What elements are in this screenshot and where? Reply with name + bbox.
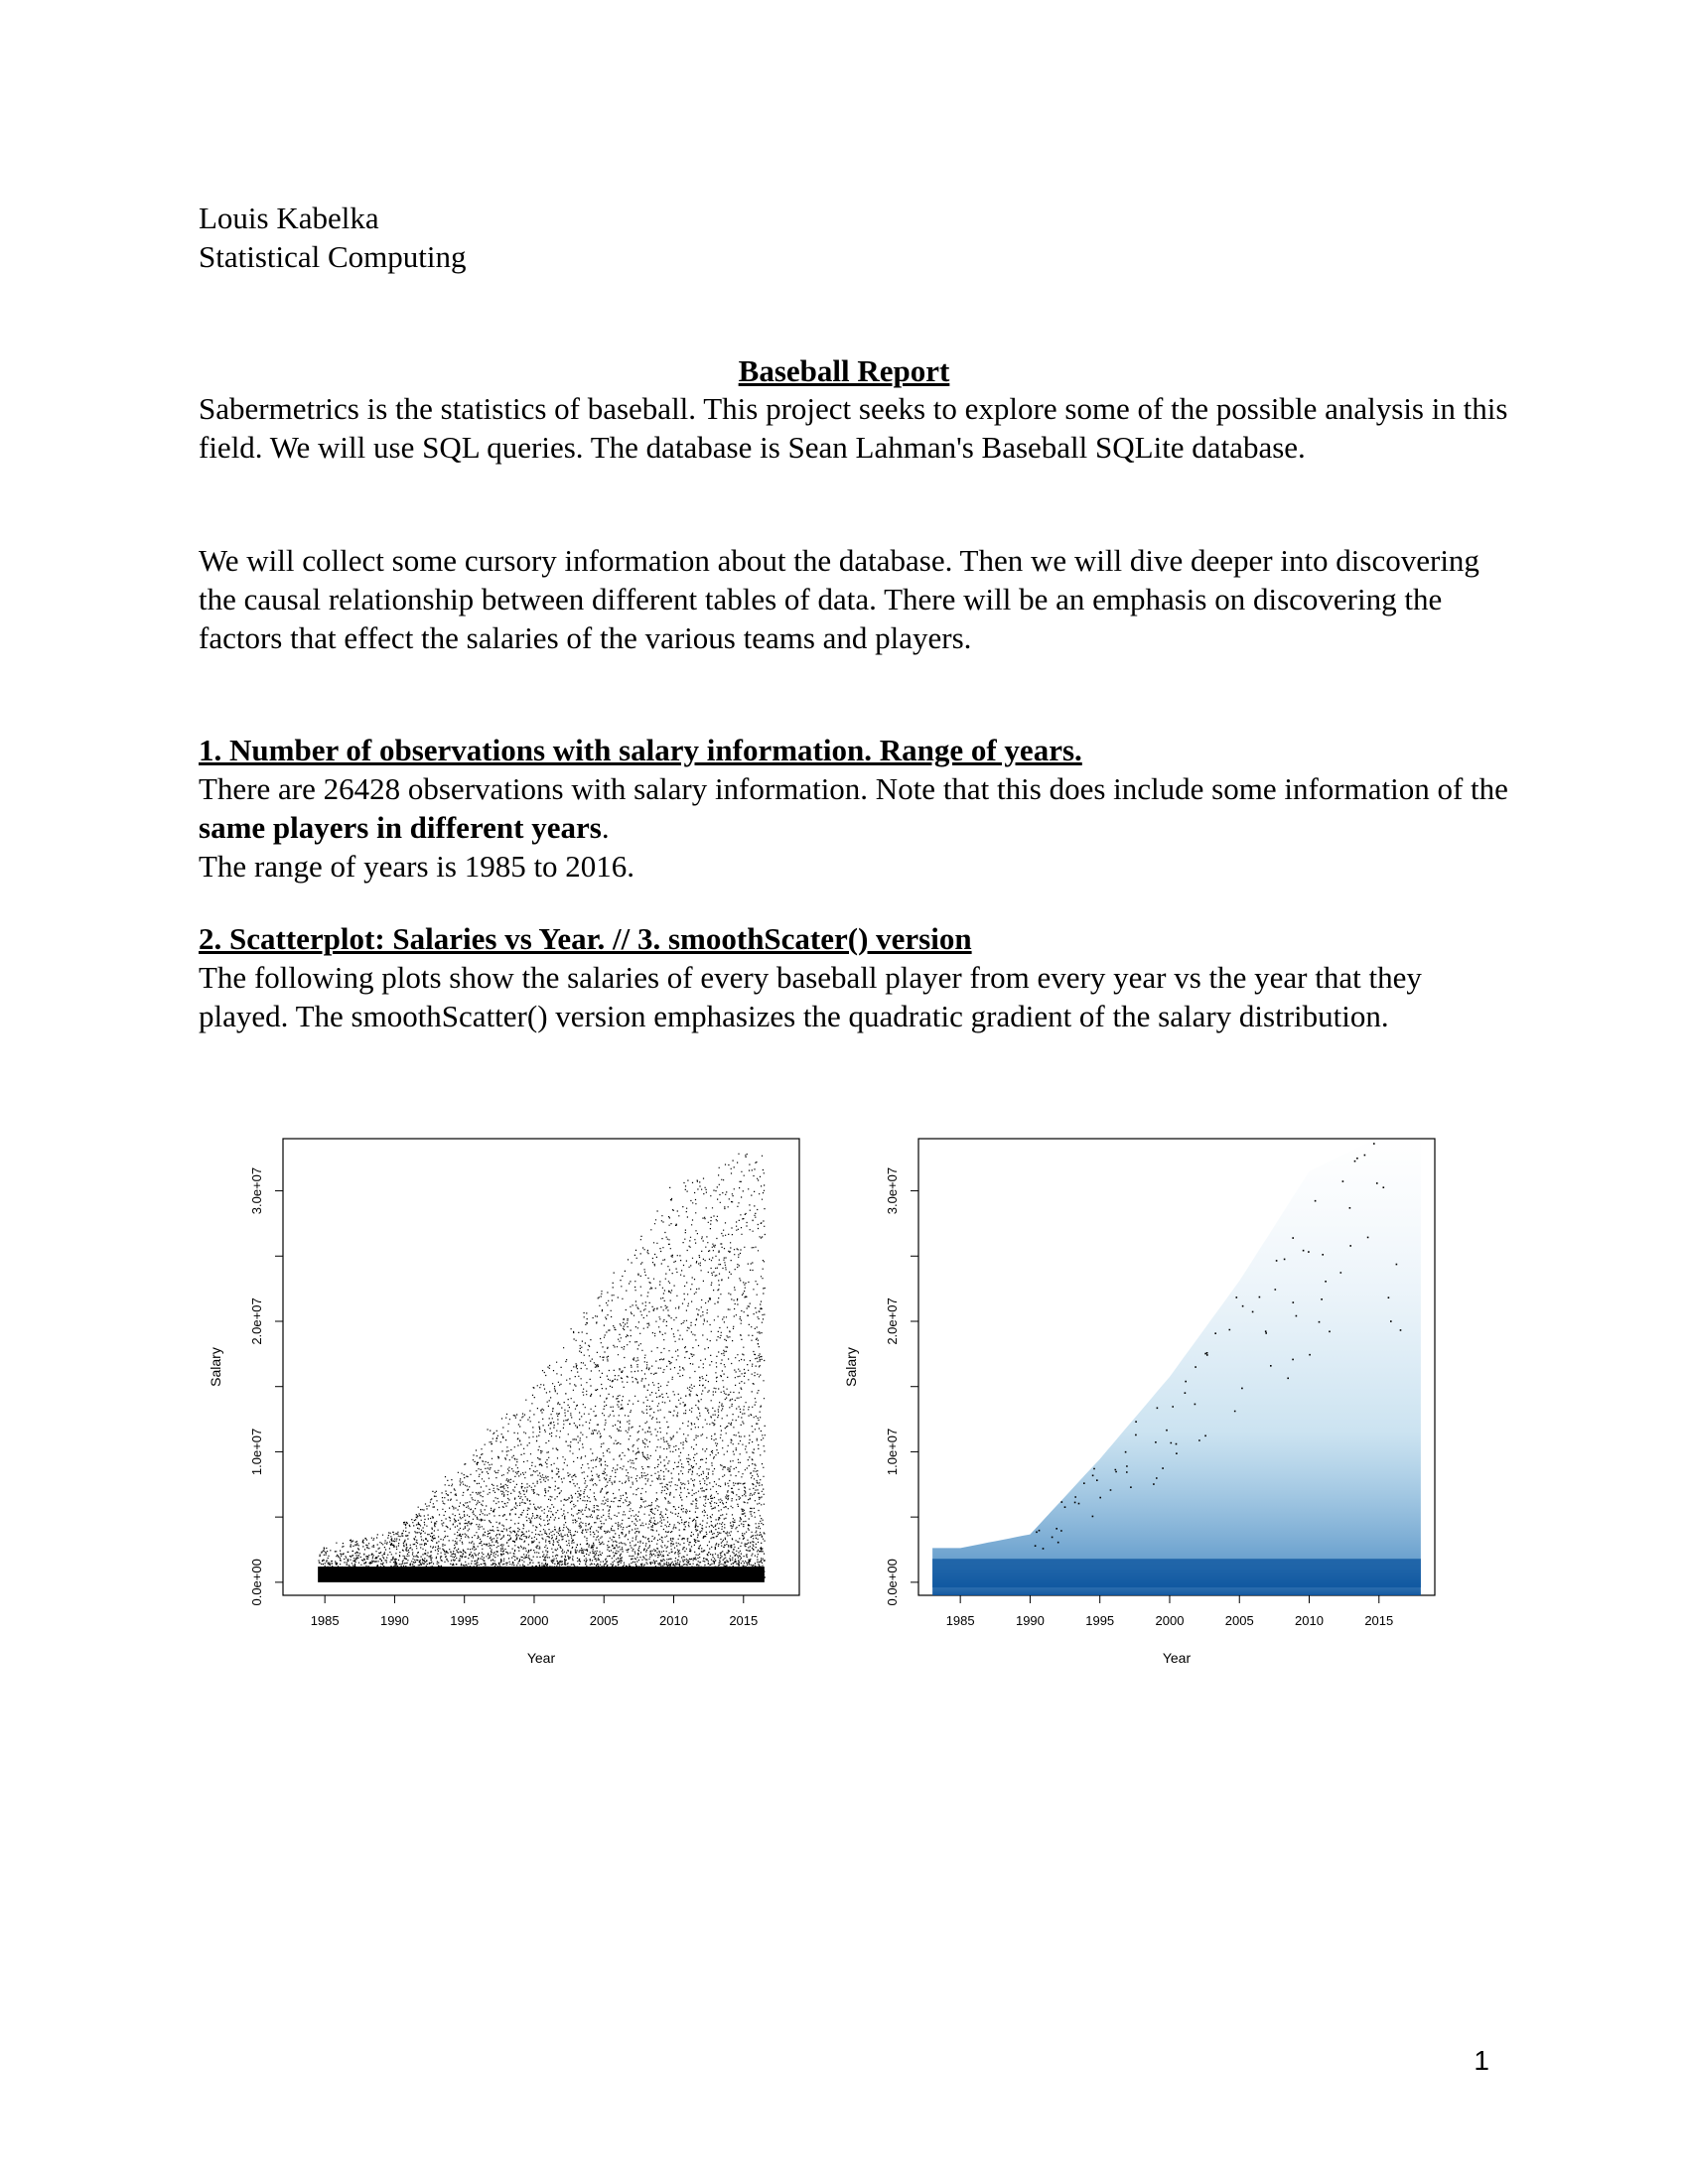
page-number: 1 — [1474, 2045, 1489, 2076]
density-core-band — [932, 1559, 1421, 1588]
plot-frame — [282, 1138, 800, 1596]
x-tick-label: 1995 — [1085, 1613, 1114, 1628]
y-tick-label: 3.0e+07 — [885, 1167, 900, 1214]
x-tick-label: 1990 — [1016, 1613, 1045, 1628]
density-area — [932, 1139, 1421, 1595]
section-2-body: The following plots show the salaries of… — [199, 960, 1422, 1033]
y-tick-label: 0.0e+00 — [885, 1559, 900, 1605]
x-tick-label: 2005 — [1225, 1613, 1254, 1628]
author-block: Louis Kabelka Statistical Computing — [199, 199, 1509, 276]
section-1-heading: 1. Number of observations with salary in… — [199, 733, 1082, 767]
y-tick-label: 2.0e+07 — [249, 1297, 264, 1344]
report-title: Baseball Report — [738, 353, 950, 388]
x-tick-label: 2015 — [729, 1613, 758, 1628]
smoothscatter-salary-vs-year: 1985 1990 1995 2000 2005 2010 2015 0.0e+00 1.0e+… — [843, 1138, 1436, 1666]
section-1-text-a: There are 26428 observations with salary… — [199, 771, 1508, 806]
y-axis-label: Salary — [843, 1347, 859, 1387]
y-tick-label: 2.0e+07 — [885, 1297, 900, 1344]
section-1-text-b: . — [601, 810, 610, 845]
x-tick-label: 1995 — [450, 1613, 479, 1628]
x-tick-label: 1990 — [380, 1613, 409, 1628]
scatterplot-salary-vs-year: 1985 1990 1995 2000 2005 2010 2015 0.0e+00 1.0e+… — [208, 1138, 800, 1666]
section-1-paragraph: There are 26428 observations with salary… — [199, 769, 1509, 847]
y-tick-label: 1.0e+07 — [249, 1429, 264, 1475]
section-2-heading: 2. Scatterplot: Salaries vs Year. // 3. … — [199, 921, 972, 956]
x-tick-label: 2010 — [659, 1613, 688, 1628]
x-tick-label: 2005 — [590, 1613, 619, 1628]
x-axis-label: Year — [527, 1650, 556, 1666]
scatter-point-cloud — [318, 1153, 766, 1578]
course-name: Statistical Computing — [199, 239, 467, 274]
scatter-points — [318, 1153, 766, 1582]
y-tick-label: 3.0e+07 — [249, 1167, 264, 1214]
y-axis-label: Salary — [208, 1347, 223, 1387]
x-tick-label: 2010 — [1295, 1613, 1324, 1628]
x-tick-label: 1985 — [946, 1613, 975, 1628]
section-1-range: The range of years is 1985 to 2016. — [199, 849, 635, 884]
section-1-body: There are 26428 observations with salary… — [199, 769, 1509, 886]
y-tick-label: 1.0e+07 — [885, 1429, 900, 1475]
x-tick-label: 2015 — [1364, 1613, 1393, 1628]
intro-paragraph-2: We will collect some cursory information… — [199, 543, 1479, 655]
density-field — [932, 1139, 1421, 1595]
y-tick-label: 0.0e+00 — [249, 1559, 264, 1605]
min-salary-band — [318, 1567, 765, 1582]
section-1-bold-text: same players in different years — [199, 810, 602, 845]
x-axis-label: Year — [1163, 1650, 1192, 1666]
author-name: Louis Kabelka — [199, 201, 379, 235]
x-tick-label: 2000 — [520, 1613, 549, 1628]
x-tick-label: 1985 — [311, 1613, 340, 1628]
x-tick-label: 2000 — [1156, 1613, 1185, 1628]
intro-paragraph-1: Sabermetrics is the statistics of baseba… — [199, 391, 1508, 465]
